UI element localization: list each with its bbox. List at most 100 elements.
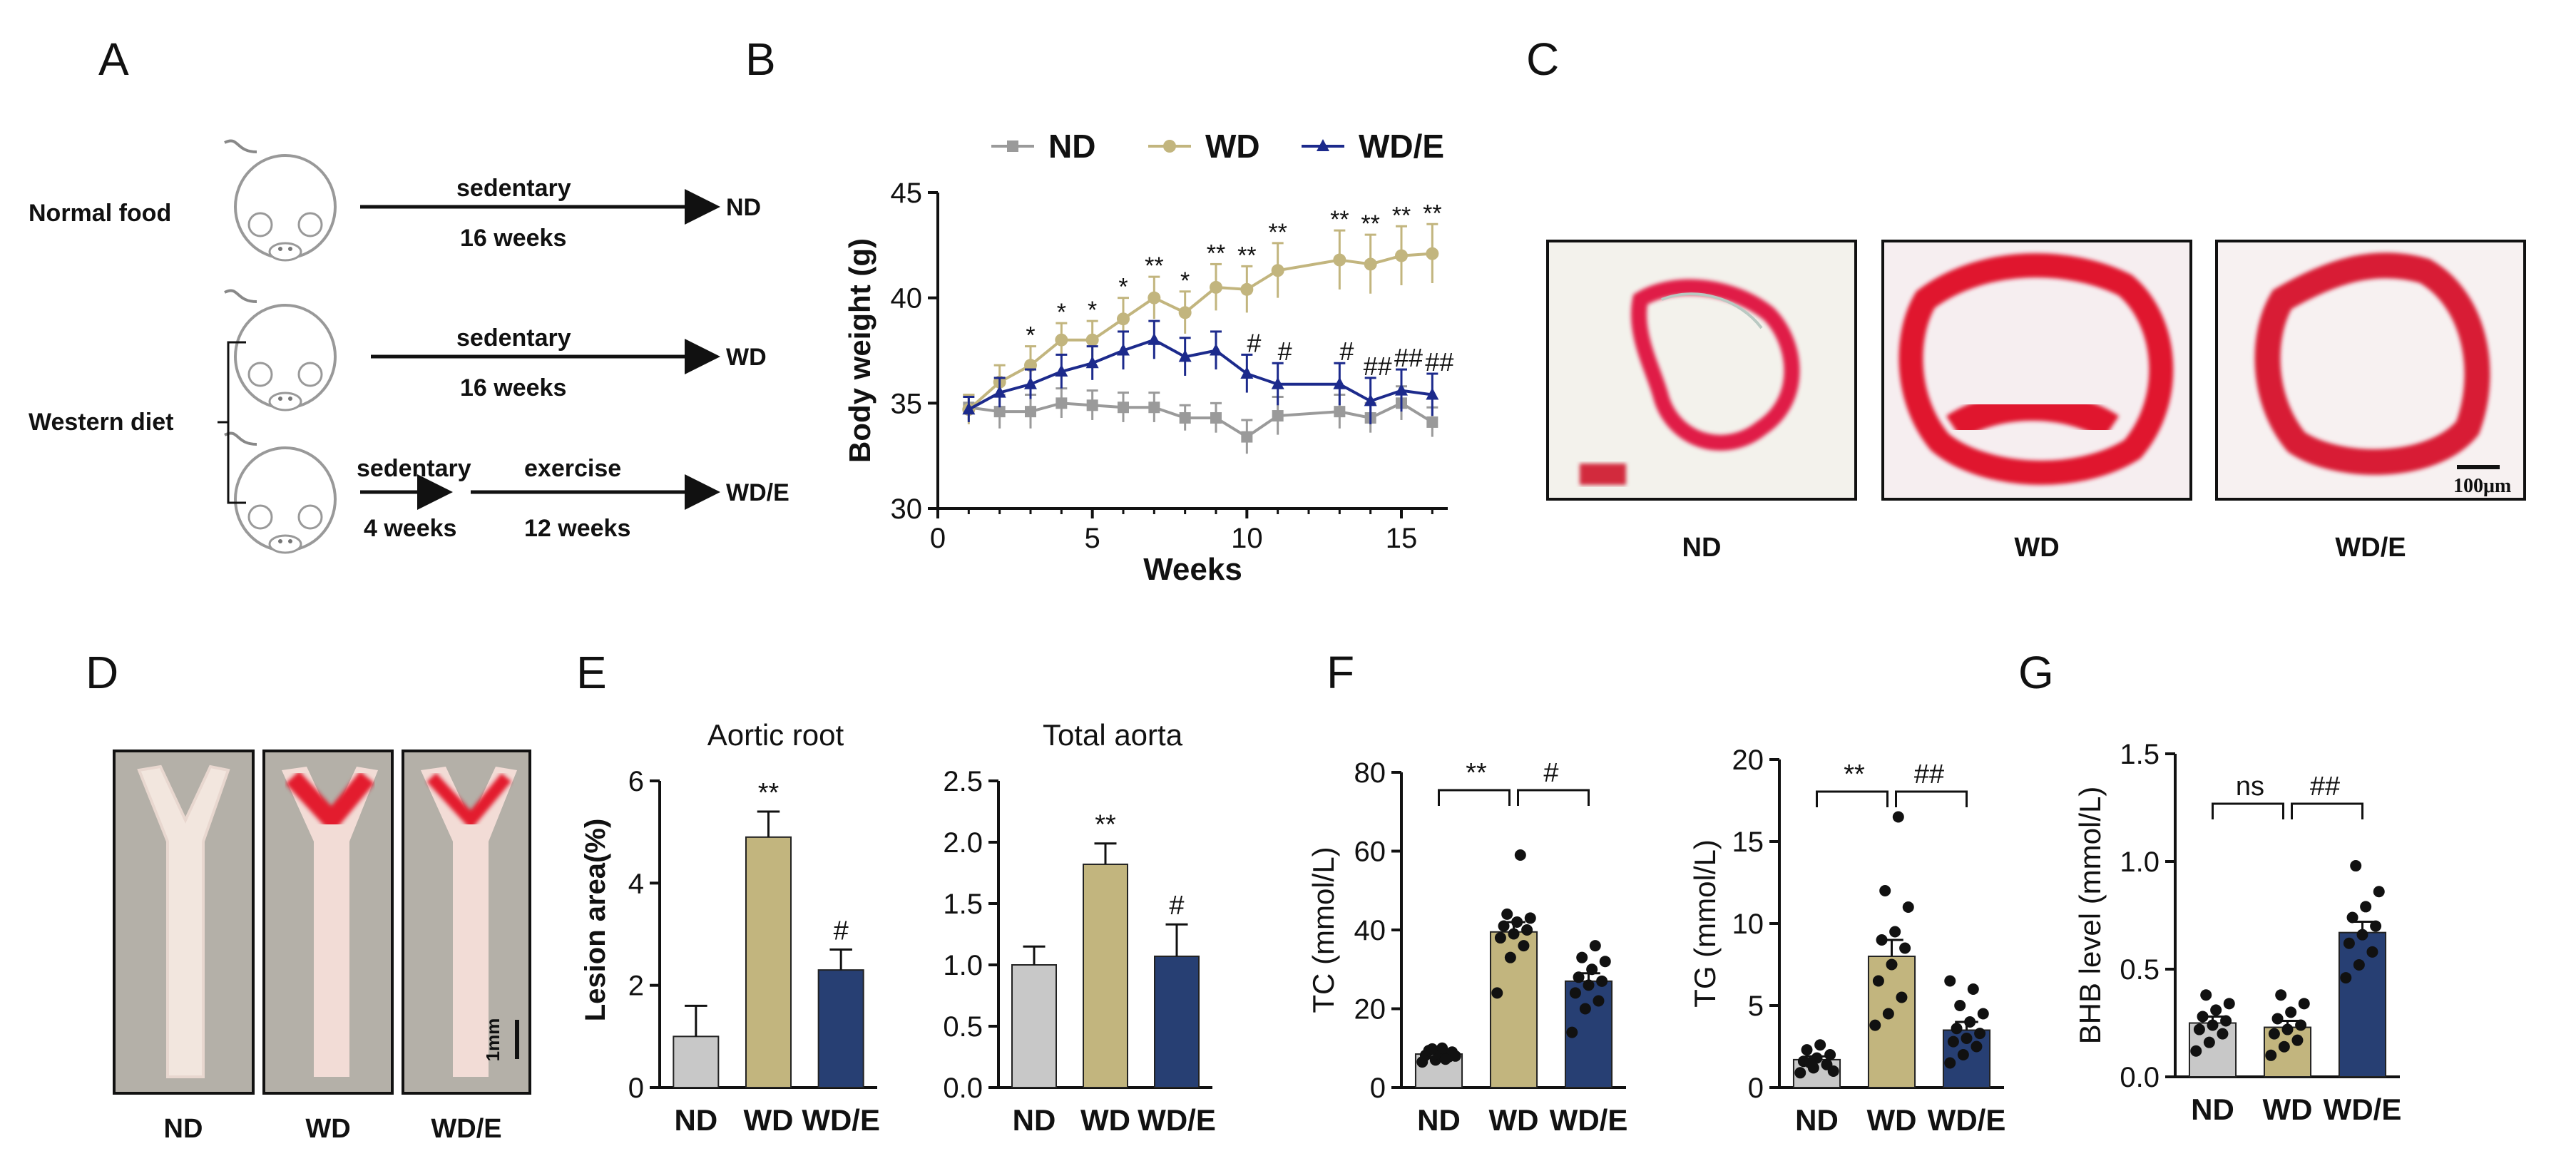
y-tick-label: 20 bbox=[1354, 994, 1386, 1026]
data-point bbox=[1967, 983, 1979, 995]
panel-d: D 1mm ND WD WD/E bbox=[86, 647, 531, 1144]
x-tick-label: WD bbox=[1489, 1103, 1539, 1137]
data-point bbox=[1449, 1050, 1461, 1062]
x-tick-label: 5 bbox=[1085, 523, 1100, 554]
data-point bbox=[2295, 1019, 2307, 1031]
data-point bbox=[1025, 406, 1036, 418]
significance-mark: * bbox=[1180, 267, 1190, 295]
y-tick-label: 10 bbox=[1732, 909, 1764, 940]
data-point bbox=[1947, 1035, 1959, 1048]
panel-letter-a: A bbox=[98, 34, 129, 85]
data-point bbox=[1426, 416, 1438, 428]
data-point bbox=[1977, 1008, 1989, 1020]
bar-nd bbox=[673, 1035, 720, 1089]
data-point bbox=[2268, 1028, 2280, 1040]
data-point bbox=[1334, 406, 1346, 418]
data-point bbox=[1240, 366, 1254, 379]
data-point bbox=[1117, 312, 1130, 326]
x-tick-label: WD/E bbox=[1928, 1103, 2006, 1137]
total-aorta-chart: 0.0 0.5 1.0 1.5 2.0 2.5 Total aorta ND WD ** WD/E # bbox=[943, 718, 1215, 1137]
bar-wde bbox=[1154, 955, 1200, 1088]
data-point bbox=[1902, 901, 1914, 913]
protocol-duration: 4 weeks bbox=[364, 515, 456, 542]
image-label: WD bbox=[2014, 533, 2059, 563]
data-point bbox=[1436, 1042, 1448, 1054]
significance-mark: * bbox=[1088, 297, 1097, 324]
data-point bbox=[1395, 249, 1408, 262]
series-line-nd bbox=[968, 402, 1433, 439]
x-tick-label: 15 bbox=[1386, 523, 1418, 554]
histology-image-wde: 100μm bbox=[2215, 240, 2526, 501]
significance-mark: ## bbox=[1914, 759, 1944, 789]
y-tick-label: 0 bbox=[1370, 1073, 1386, 1104]
group-end-wd: WD bbox=[726, 344, 767, 371]
x-axis-label: Weeks bbox=[1143, 552, 1242, 587]
x-tick-label: WD bbox=[1080, 1103, 1130, 1137]
data-point bbox=[1951, 1023, 1963, 1035]
y-tick-label: 15 bbox=[1732, 827, 1764, 858]
data-point bbox=[1085, 333, 1099, 347]
data-point bbox=[1804, 1057, 1816, 1069]
panel-letter-e: E bbox=[576, 647, 607, 698]
x-tick-label: ND bbox=[2191, 1093, 2234, 1126]
group-end-nd: ND bbox=[726, 194, 761, 221]
aortic-root-chart: 0 2 4 6 Aortic root ND WD ** WD/E # bbox=[628, 718, 880, 1137]
data-point bbox=[1889, 926, 1901, 938]
y-tick-label: 40 bbox=[891, 283, 923, 314]
mouse-icon bbox=[224, 431, 337, 554]
significance-bracket bbox=[1517, 789, 1590, 806]
panel-letter-d: D bbox=[86, 647, 118, 698]
significance-mark: ns bbox=[2236, 772, 2264, 802]
data-point bbox=[1589, 940, 1601, 952]
data-point bbox=[1271, 264, 1284, 277]
y-tick-label: 6 bbox=[628, 766, 644, 797]
data-point bbox=[1494, 932, 1506, 944]
data-point bbox=[1824, 1049, 1836, 1060]
data-point bbox=[2223, 998, 2235, 1010]
data-point bbox=[1964, 1016, 1976, 1028]
data-point bbox=[2350, 860, 2362, 872]
y-tick-label: 2 bbox=[628, 971, 644, 1002]
data-point bbox=[1593, 995, 1605, 1007]
data-point bbox=[1879, 885, 1891, 896]
significance-mark: # bbox=[1278, 337, 1292, 366]
data-point bbox=[2200, 989, 2212, 1001]
data-point bbox=[1148, 332, 1161, 345]
data-point bbox=[1055, 364, 1068, 377]
data-point bbox=[1117, 343, 1130, 356]
legend-label: WD bbox=[1205, 128, 1260, 165]
data-point bbox=[1240, 282, 1254, 296]
data-point bbox=[1426, 1043, 1438, 1055]
data-point bbox=[1210, 280, 1222, 294]
protocol-duration: 16 weeks bbox=[460, 225, 566, 252]
protocol-duration: 12 weeks bbox=[524, 515, 630, 542]
data-point bbox=[1876, 934, 1888, 946]
data-point bbox=[1439, 1053, 1451, 1065]
data-point bbox=[1210, 412, 1222, 424]
data-point bbox=[962, 402, 976, 415]
significance-mark: ** bbox=[1844, 759, 1865, 789]
significance-mark: # bbox=[1169, 891, 1184, 921]
x-tick-label: ND bbox=[1795, 1103, 1839, 1137]
data-point bbox=[1827, 1065, 1839, 1077]
histology-image-wd bbox=[1881, 240, 2192, 501]
data-point bbox=[2217, 1028, 2229, 1040]
panel-letter-c: C bbox=[1526, 34, 1559, 85]
significance-mark: ## bbox=[1364, 352, 1392, 381]
panel-letter-g: G bbox=[2018, 647, 2054, 698]
data-point bbox=[1596, 975, 1608, 987]
mouse-icon bbox=[224, 139, 337, 262]
group-label-normal-food: Normal food bbox=[29, 200, 171, 227]
group-end-wde: WD/E bbox=[726, 479, 789, 506]
x-tick-label: ND bbox=[1417, 1103, 1461, 1137]
data-point bbox=[1514, 849, 1526, 861]
significance-mark: ** bbox=[1207, 240, 1225, 267]
protocol-label: sedentary bbox=[456, 324, 571, 352]
data-point bbox=[1573, 971, 1585, 983]
scale-label: 100μm bbox=[2453, 475, 2511, 497]
bar-wd bbox=[1083, 863, 1128, 1088]
data-point bbox=[1954, 1000, 1966, 1011]
data-point bbox=[2220, 1015, 2232, 1027]
histology-image-nd bbox=[1546, 240, 1857, 501]
